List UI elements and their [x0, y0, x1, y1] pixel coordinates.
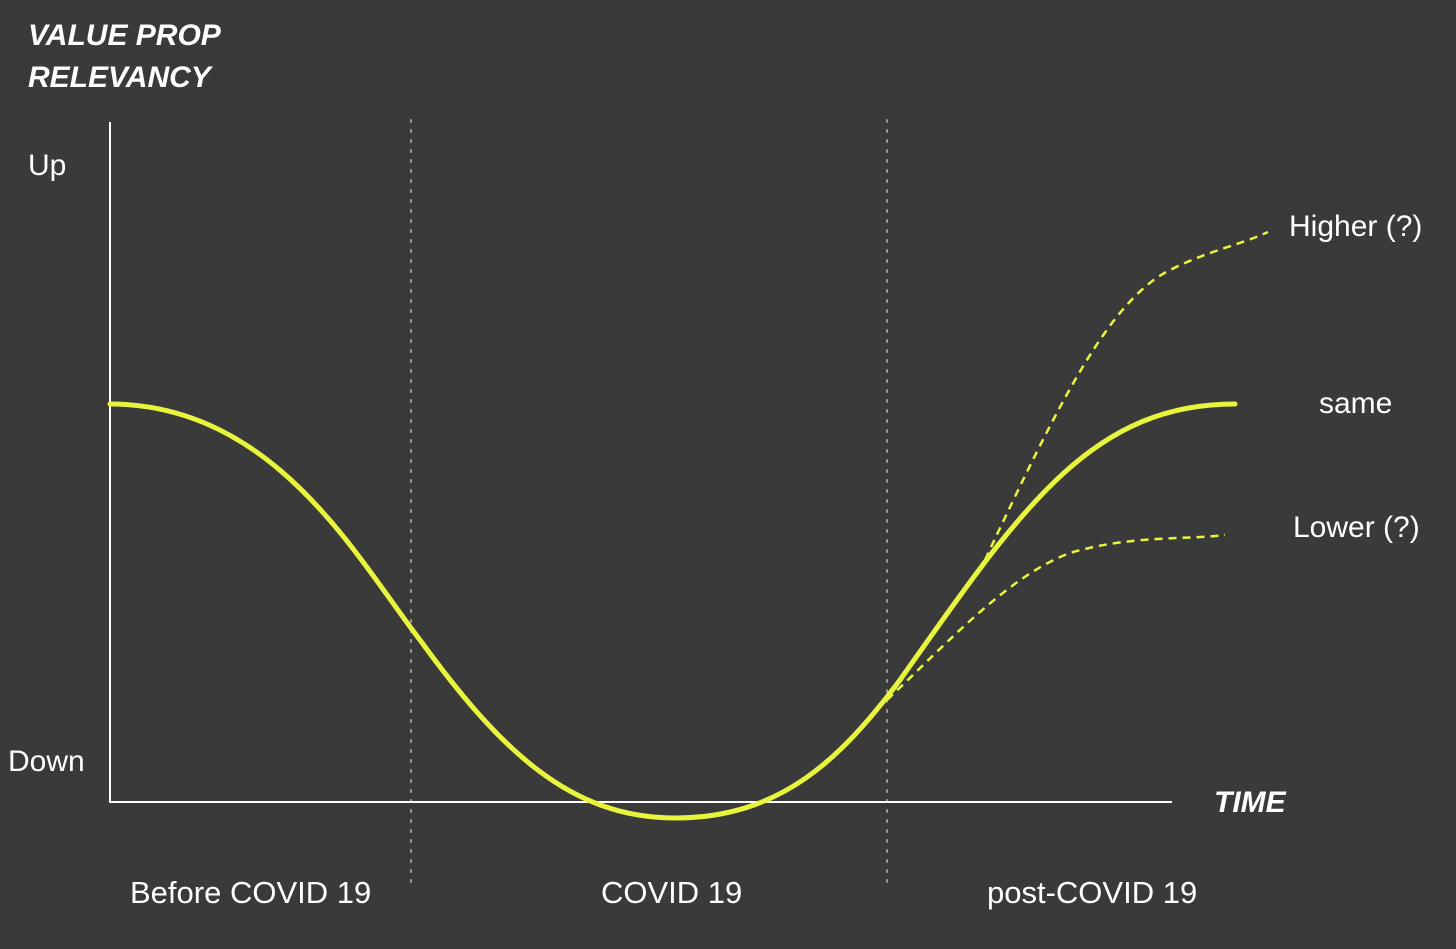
x-axis-label: TIME: [1214, 786, 1286, 819]
lower-scenario-curve: [886, 533, 1226, 701]
phase-label-after: post-COVID 19: [987, 875, 1198, 910]
title-line-2: RELEVANCY: [28, 61, 211, 94]
chart-title: VALUE PROP RELEVANCY: [28, 15, 221, 99]
higher-scenario-curve: [983, 230, 1269, 561]
title-line-1: VALUE PROP: [28, 19, 221, 52]
y-axis-bottom-label: Down: [8, 745, 85, 778]
phase-label-during: COVID 19: [601, 875, 743, 910]
phase-label-before: Before COVID 19: [130, 875, 372, 910]
y-axis-top-label: Up: [28, 149, 67, 182]
relevancy-curve: [107, 401, 1238, 821]
outcome-same-label: same: [1319, 387, 1393, 420]
outcome-lower-label: Lower (?): [1293, 511, 1420, 544]
outcome-higher-label: Higher (?): [1289, 210, 1423, 243]
